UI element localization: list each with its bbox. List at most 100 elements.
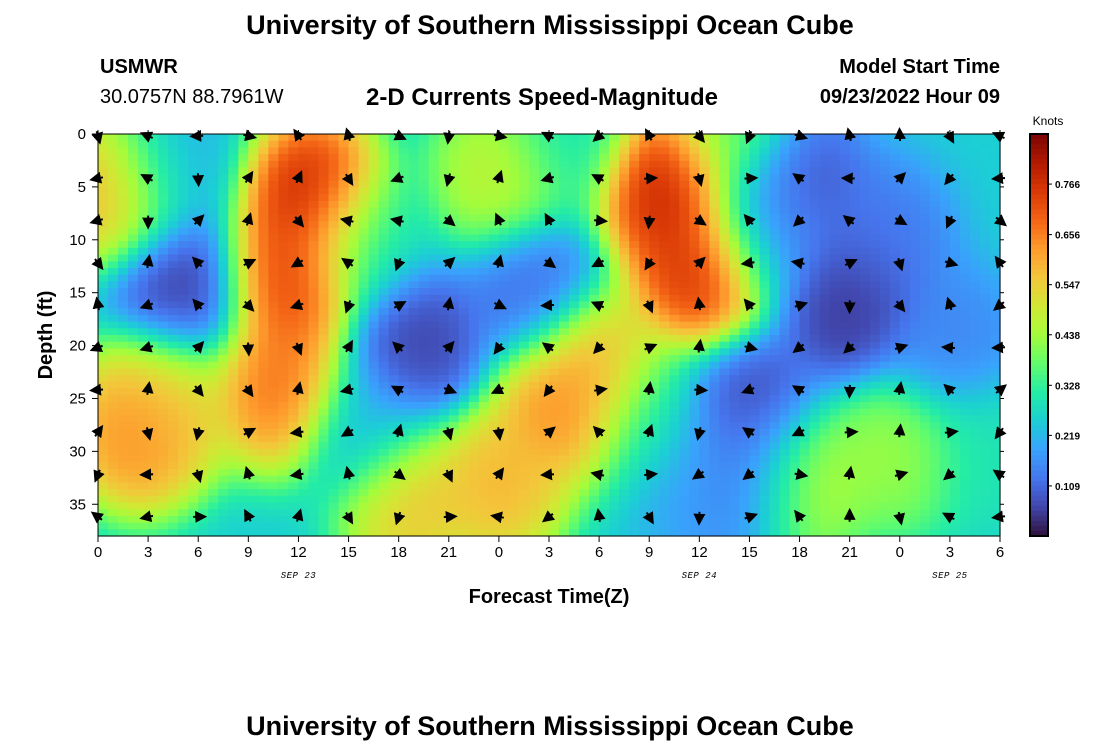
heatmap-cell xyxy=(338,180,350,189)
heatmap-cell xyxy=(158,214,169,222)
heatmap-cell xyxy=(559,361,570,370)
heatmap-cell xyxy=(528,469,540,477)
heatmap-cell xyxy=(609,355,620,363)
heatmap-cell xyxy=(478,221,490,229)
heatmap-cell xyxy=(168,201,179,209)
heatmap-cell xyxy=(549,288,560,296)
heatmap-cell xyxy=(298,469,310,477)
heatmap-cell xyxy=(709,247,720,256)
heatmap-cell xyxy=(549,201,560,209)
heatmap-cell xyxy=(418,187,430,195)
heatmap-cell xyxy=(849,348,861,356)
heatmap-cell xyxy=(508,194,520,202)
heatmap-cell xyxy=(118,194,129,202)
heatmap-cell xyxy=(729,227,741,236)
heatmap-cell xyxy=(739,254,751,262)
heatmap-cell xyxy=(579,274,590,282)
heatmap-cell xyxy=(488,415,500,423)
heatmap-cell xyxy=(709,154,720,162)
heatmap-cell xyxy=(669,381,680,390)
heatmap-cell xyxy=(438,402,450,410)
heatmap-cell xyxy=(128,167,139,175)
heatmap-cell xyxy=(559,415,570,423)
heatmap-cell xyxy=(438,448,450,457)
heatmap-cell xyxy=(388,402,400,410)
heatmap-cell xyxy=(278,475,290,483)
heatmap-cell xyxy=(909,495,921,504)
heatmap-cell xyxy=(779,261,791,269)
heatmap-cell xyxy=(919,435,931,443)
heatmap-cell xyxy=(639,475,650,483)
heatmap-cell xyxy=(518,254,530,262)
heatmap-cell xyxy=(689,274,700,282)
heatmap-cell xyxy=(699,174,710,182)
heatmap-cell xyxy=(168,422,179,430)
heatmap-cell xyxy=(719,442,730,450)
heatmap-cell xyxy=(799,274,811,282)
heatmap-cell xyxy=(749,308,761,316)
heatmap-cell xyxy=(809,314,821,323)
heatmap-cell xyxy=(148,247,159,256)
heatmap-cell xyxy=(719,214,730,222)
heatmap-cell xyxy=(178,288,189,296)
heatmap-cell xyxy=(248,187,259,195)
heatmap-cell xyxy=(559,328,570,336)
heatmap-cell xyxy=(659,201,670,209)
heatmap-cell xyxy=(328,489,340,497)
heatmap-cell xyxy=(138,140,149,148)
heatmap-cell xyxy=(518,281,530,289)
heatmap-cell xyxy=(889,207,901,215)
heatmap-cell xyxy=(338,247,350,256)
heatmap-cell xyxy=(408,174,420,182)
heatmap-cell xyxy=(579,288,590,296)
heatmap-cell xyxy=(228,495,239,504)
heatmap-cell xyxy=(228,442,239,450)
heatmap-cell xyxy=(258,214,269,222)
heatmap-cell xyxy=(749,402,761,410)
heatmap-cell xyxy=(899,140,911,148)
heatmap-cell xyxy=(969,147,981,155)
heatmap-cell xyxy=(388,361,400,370)
heatmap-cell xyxy=(819,234,831,242)
heatmap-cell xyxy=(579,180,590,189)
heatmap-cell xyxy=(248,207,259,215)
heatmap-cell xyxy=(208,489,219,497)
heatmap-cell xyxy=(809,442,821,450)
heatmap-cell xyxy=(669,415,680,423)
heatmap-cell xyxy=(989,422,1001,430)
heatmap-cell xyxy=(799,167,811,175)
heatmap-cell xyxy=(709,314,720,323)
heatmap-cell xyxy=(408,455,420,463)
heatmap-cell xyxy=(408,388,420,396)
heatmap-cell xyxy=(979,180,991,189)
heatmap-cell xyxy=(518,314,530,323)
heatmap-cell xyxy=(408,234,420,242)
heatmap-cell xyxy=(829,428,841,437)
heatmap-cell xyxy=(378,140,390,148)
heatmap-cell xyxy=(609,214,620,222)
heatmap-cell xyxy=(388,160,400,169)
heatmap-cell xyxy=(108,314,119,323)
heatmap-cell xyxy=(569,475,580,483)
heatmap-cell xyxy=(528,455,540,463)
heatmap-cell xyxy=(278,227,290,236)
heatmap-cell xyxy=(278,415,290,423)
heatmap-cell xyxy=(729,294,741,303)
heatmap-cell xyxy=(258,495,269,504)
heatmap-cell xyxy=(108,207,119,215)
heatmap-cell xyxy=(609,381,620,390)
heatmap-cell xyxy=(969,241,981,249)
heatmap-cell xyxy=(969,174,981,182)
heatmap-cell xyxy=(258,341,269,349)
heatmap-cell xyxy=(508,408,520,416)
heatmap-cell xyxy=(559,274,570,282)
heatmap-cell xyxy=(448,462,460,470)
heatmap-cell xyxy=(619,247,630,256)
heatmap-cell xyxy=(909,268,921,276)
heatmap-cell xyxy=(208,335,219,343)
heatmap-cell xyxy=(979,221,991,229)
heatmap-cell xyxy=(188,415,199,423)
heatmap-cell xyxy=(949,187,961,195)
heatmap-cell xyxy=(549,442,560,450)
heatmap-cell xyxy=(849,167,861,175)
